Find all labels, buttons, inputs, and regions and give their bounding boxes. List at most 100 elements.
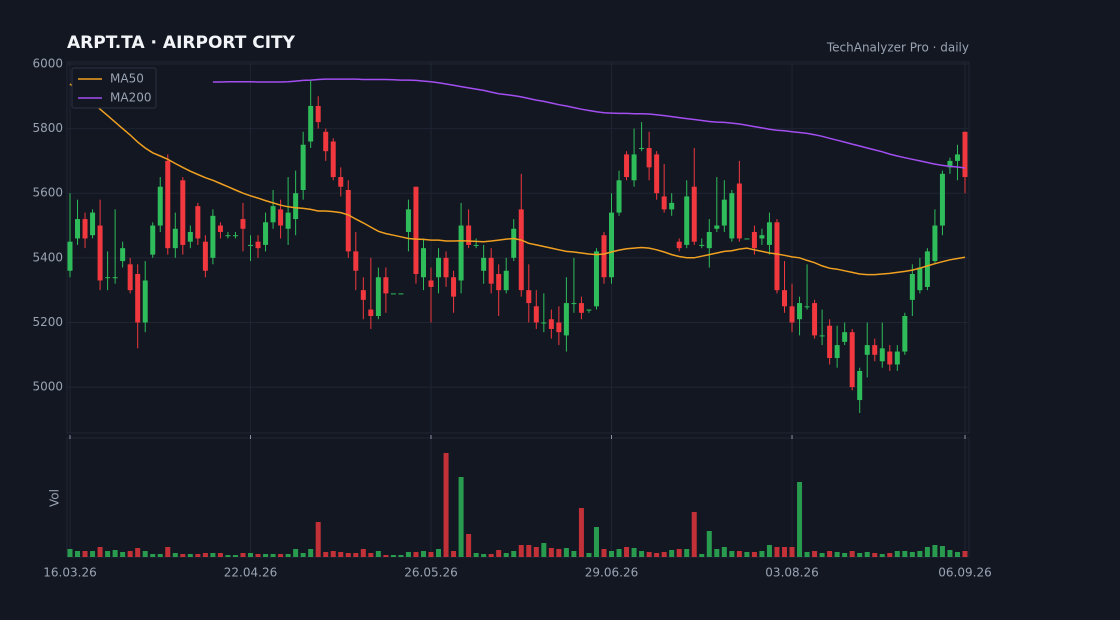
x-tick-label: 16.03.26	[43, 566, 96, 580]
volume-bar	[481, 554, 487, 557]
volume-bar	[360, 549, 366, 557]
ma-line	[212, 78, 966, 169]
candle-body	[578, 303, 584, 313]
volume-bar	[458, 477, 464, 557]
candle-body	[330, 141, 336, 178]
volume-bar	[902, 551, 908, 557]
volume-bar	[714, 549, 720, 557]
candle-body	[165, 160, 171, 249]
volume-bar	[210, 553, 216, 557]
candle-body	[563, 303, 569, 336]
x-tick-label: 29.06.26	[585, 566, 638, 580]
volume-bar	[706, 531, 712, 557]
candle-body	[195, 206, 201, 239]
volume-bar	[872, 553, 878, 557]
candle-body	[812, 303, 818, 336]
volume-bar	[646, 552, 652, 557]
candle-body	[518, 209, 524, 291]
volume-bar	[917, 551, 923, 557]
volume-bar	[932, 545, 938, 557]
candle-body	[420, 248, 426, 278]
volume-bar	[639, 551, 645, 557]
volume-bar	[375, 551, 381, 557]
volume-bar	[759, 551, 765, 557]
legend: MA50 MA200	[71, 67, 157, 109]
candle-body	[255, 241, 261, 249]
volume-bar	[127, 551, 133, 557]
volume-bar	[954, 552, 960, 557]
candle-body	[526, 290, 532, 304]
candle-body	[142, 280, 148, 323]
candle-body	[496, 274, 502, 291]
candle-body	[691, 186, 697, 242]
volume-axis-label: Vol	[48, 489, 62, 507]
volume-bar	[451, 551, 457, 557]
candle-body	[676, 241, 682, 249]
candle-body	[766, 222, 772, 245]
volume-bar	[142, 551, 148, 557]
volume-bar	[112, 550, 118, 557]
candle-body	[97, 225, 103, 281]
volume-bar	[436, 549, 442, 557]
volume-bar	[909, 552, 915, 557]
candle-body	[631, 154, 637, 181]
volume-bar	[496, 550, 502, 557]
volume-bar	[323, 552, 329, 557]
volume-bar	[849, 551, 855, 557]
candle-body	[932, 225, 938, 262]
volume-bar	[195, 554, 201, 557]
volume-bar	[947, 550, 953, 557]
candle-body	[413, 186, 419, 274]
volume-bar	[624, 547, 630, 557]
candle-body	[909, 274, 915, 300]
volume-bar	[609, 551, 615, 557]
candle-body	[338, 177, 344, 187]
volume-bar	[857, 553, 863, 557]
candle-body	[180, 180, 186, 245]
candle-body	[556, 322, 562, 333]
candle-body	[548, 319, 554, 329]
candle-body	[804, 306, 810, 308]
candle-body	[834, 345, 840, 359]
volume-bar	[879, 554, 885, 557]
volume-bar	[420, 551, 426, 557]
candle-body	[541, 322, 547, 324]
candle-body	[127, 264, 133, 291]
y-tick-label: 5800	[32, 121, 63, 135]
candle-body	[293, 193, 299, 220]
candle-body	[624, 154, 630, 178]
candle-body	[864, 345, 870, 355]
volume-bar	[217, 553, 223, 557]
candle-body	[939, 173, 945, 226]
candle-body	[954, 154, 960, 161]
volume-bar	[684, 549, 690, 557]
volume-bar	[699, 554, 705, 557]
candle-body	[616, 180, 622, 213]
candle-body	[428, 280, 434, 287]
candle-body	[593, 251, 599, 307]
volume-bar	[781, 547, 787, 557]
candle-body	[872, 345, 878, 355]
candle-body	[375, 277, 381, 317]
candle-body	[270, 206, 276, 223]
candle-body	[232, 235, 238, 237]
volume-bar	[390, 555, 396, 557]
candle-body	[466, 225, 472, 245]
candle-body	[721, 199, 727, 226]
y-tick-label: 6000	[32, 56, 63, 70]
chart-subtitle: TechAnalyzer Pro · daily	[826, 41, 969, 55]
candle-body	[947, 160, 953, 168]
candle-body	[744, 238, 750, 240]
candle-body	[924, 251, 930, 287]
candle-body	[759, 235, 765, 239]
candle-body	[225, 235, 231, 237]
volume-bar	[556, 549, 562, 557]
volume-bar	[827, 551, 833, 557]
volume-bar	[150, 554, 156, 557]
volume-bar	[270, 554, 276, 557]
legend-label: MA50	[110, 72, 144, 86]
candle-body	[481, 257, 487, 271]
volume-bar	[842, 553, 848, 557]
candle-body	[398, 293, 404, 295]
y-tick-label: 5000	[32, 380, 63, 394]
